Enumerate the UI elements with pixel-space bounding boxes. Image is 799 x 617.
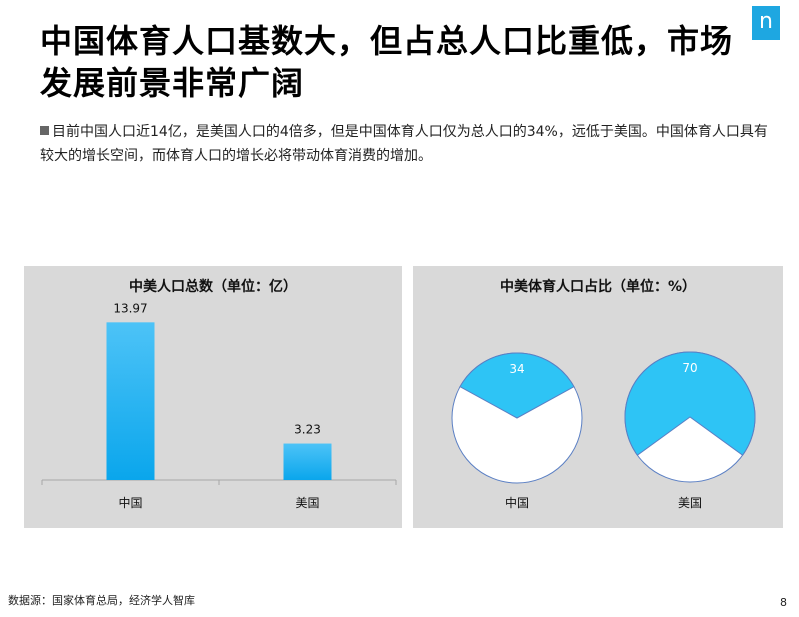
page-title: 中国体育人口基数大，但占总人口比重低，市场发展前景非常广阔 — [40, 22, 734, 102]
pie-slice-0 — [459, 352, 575, 419]
bar-0 — [106, 322, 155, 480]
summary-paragraph: 目前中国人口近14亿，是美国人口的4倍多，但是中国体育人口仅为总人口的34%，远… — [40, 120, 780, 168]
brand-logo: n — [752, 6, 780, 40]
pie-chart-title: 中美体育人口占比（单位：%） — [499, 279, 697, 295]
pie-category-label: 中国 — [505, 495, 529, 510]
data-source-note: 数据源：国家体育总局，经济学人智库 — [8, 594, 195, 607]
bar-1 — [283, 443, 332, 480]
bar-data-label: 3.23 — [294, 423, 321, 437]
pie-data-label: 34 — [509, 362, 524, 376]
pie-data-label: 70 — [682, 361, 697, 375]
pie-category-label: 美国 — [678, 496, 702, 510]
bullet-square-icon — [40, 126, 49, 135]
pie-chart-panel: 中美体育人口占比（单位：%） 34 中国 70 美国 — [413, 266, 783, 528]
bar-chart-panel: 中美人口总数（单位：亿） 13.97 中国 3.23 美国 — [24, 266, 402, 528]
summary-text: 目前中国人口近14亿，是美国人口的4倍多，但是中国体育人口仅为总人口的34%，远… — [40, 124, 768, 164]
x-category-label: 中国 — [118, 495, 142, 510]
bar-data-label: 13.97 — [113, 301, 147, 315]
pie-slice-1 — [624, 351, 756, 456]
page-number: 8 — [780, 596, 787, 609]
bar-chart-title: 中美人口总数（单位：亿） — [129, 279, 297, 295]
x-category-label: 美国 — [295, 496, 319, 510]
pie-charts: 34 中国 70 美国 — [451, 351, 756, 510]
bar-chart: 13.97 中国 3.23 美国 — [41, 301, 397, 510]
